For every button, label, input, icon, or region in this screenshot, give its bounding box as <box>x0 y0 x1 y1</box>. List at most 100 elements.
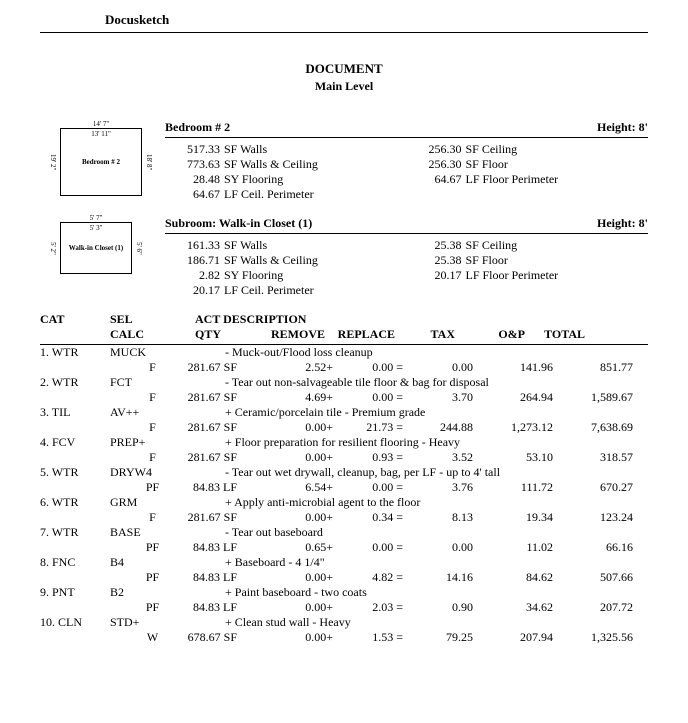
item-calc: W <box>140 630 165 645</box>
room-sketch: 5' 7"5' 3"5' 2"5' 6"Walk-in Closet (1) <box>60 222 132 274</box>
item-desc: + Apply anti-microbial agent to the floo… <box>195 495 648 510</box>
item-qty: 281.67 SF <box>165 450 243 465</box>
item-op: 53.10 <box>473 450 553 465</box>
measure-label: LF Floor Perimeter <box>466 268 559 283</box>
item-replace: 4.82 = <box>333 570 403 585</box>
room-name: Bedroom # 2 <box>165 120 230 135</box>
item-qty: 281.67 SF <box>165 510 243 525</box>
item-calc: PF <box>140 570 165 585</box>
item-replace: 0.34 = <box>333 510 403 525</box>
line-item-desc-row: 2. WTRFCT- Tear out non-salvageable tile… <box>40 375 648 390</box>
room-sketch: 14' 7"13' 11"19' 2"18' 8"Bedroom # 2 <box>60 128 142 196</box>
item-remove: 2.52+ <box>243 360 333 375</box>
item-cat: 4. FCV <box>40 435 110 450</box>
item-tax: 14.16 <box>403 570 473 585</box>
sketch-label: Bedroom # 2 <box>82 158 120 166</box>
measure-label: SF Ceiling <box>466 238 518 253</box>
item-op: 84.62 <box>473 570 553 585</box>
item-sel: DRYW4 <box>110 465 195 480</box>
measure-label: LF Ceil. Perimeter <box>224 283 314 298</box>
item-qty: 281.67 SF <box>165 390 243 405</box>
item-tax: 8.13 <box>403 510 473 525</box>
measure-value: 64.67 <box>165 187 224 202</box>
item-remove: 0.00+ <box>243 450 333 465</box>
measure-value: 64.67 <box>407 172 466 187</box>
measure-value: 161.33 <box>165 238 224 253</box>
measure-row: 186.71SF Walls & Ceiling <box>165 253 407 268</box>
measure-label: SF Ceiling <box>466 142 518 157</box>
measure-row: 28.48SY Flooring <box>165 172 407 187</box>
dim-top: 5' 7" <box>61 214 131 222</box>
item-remove: 4.69+ <box>243 390 333 405</box>
item-tax: 0.00 <box>403 360 473 375</box>
item-total: 7,638.69 <box>553 420 633 435</box>
room-block: 14' 7"13' 11"19' 2"18' 8"Bedroom # 2Bedr… <box>40 120 648 202</box>
item-remove: 0.65+ <box>243 540 333 555</box>
line-item-value-row: F281.67 SF0.00+0.34 =8.1319.34123.24 <box>40 510 648 525</box>
hdr-qty: QTY <box>195 327 255 342</box>
measure-value: 517.33 <box>165 142 224 157</box>
item-qty: 281.67 SF <box>165 420 243 435</box>
line-item-desc-row: 6. WTRGRM+ Apply anti-microbial agent to… <box>40 495 648 510</box>
item-cat: 7. WTR <box>40 525 110 540</box>
item-desc: - Tear out wet drywall, cleanup, bag, pe… <box>195 465 648 480</box>
dim-left: 5' 2" <box>49 223 57 273</box>
line-item-value-row: F281.67 SF2.52+0.00 =0.00141.96851.77 <box>40 360 648 375</box>
measure-label: SF Walls <box>224 238 267 253</box>
measure-label: SF Floor <box>466 253 508 268</box>
item-total: 670.27 <box>553 480 633 495</box>
item-tax: 79.25 <box>403 630 473 645</box>
line-item-value-row: F281.67 SF4.69+0.00 =3.70264.941,589.67 <box>40 390 648 405</box>
item-desc: - Tear out baseboard <box>195 525 648 540</box>
item-desc: + Ceramic/porcelain tile - Premium grade <box>195 405 648 420</box>
line-item-desc-row: 4. FCVPREP++ Floor preparation for resil… <box>40 435 648 450</box>
measure-row: 20.17LF Floor Perimeter <box>407 268 649 283</box>
item-calc: F <box>140 420 165 435</box>
measure-value: 773.63 <box>165 157 224 172</box>
measure-row: 256.30SF Floor <box>407 157 649 172</box>
item-replace: 0.00 = <box>333 480 403 495</box>
item-remove: 0.00+ <box>243 570 333 585</box>
item-total: 1,325.56 <box>553 630 633 645</box>
item-sel: GRM <box>110 495 195 510</box>
item-cat: 5. WTR <box>40 465 110 480</box>
room-name: Subroom: Walk-in Closet (1) <box>165 216 312 231</box>
measure-row: 2.82SY Flooring <box>165 268 407 283</box>
room-block: 5' 7"5' 3"5' 2"5' 6"Walk-in Closet (1) Su… <box>40 216 648 298</box>
item-calc: F <box>140 360 165 375</box>
measure-value: 28.48 <box>165 172 224 187</box>
item-tax: 3.52 <box>403 450 473 465</box>
item-qty: 84.83 LF <box>165 570 243 585</box>
item-calc: F <box>140 390 165 405</box>
company-name: Docusketch <box>40 10 648 33</box>
item-sel: BASE <box>110 525 195 540</box>
line-item-desc-row: 10. CLNSTD++ Clean stud wall - Heavy <box>40 615 648 630</box>
item-replace: 1.53 = <box>333 630 403 645</box>
hdr-replace: REPLACE <box>325 327 395 342</box>
hdr-remove: REMOVE <box>255 327 325 342</box>
measure-value: 256.30 <box>407 157 466 172</box>
measure-value: 20.17 <box>407 268 466 283</box>
item-calc: PF <box>140 600 165 615</box>
measure-label: LF Floor Perimeter <box>466 172 559 187</box>
line-item-value-row: F281.67 SF0.00+0.93 =3.5253.10318.57 <box>40 450 648 465</box>
item-total: 507.66 <box>553 570 633 585</box>
measure-row: 25.38SF Ceiling <box>407 238 649 253</box>
measure-row: 256.30SF Ceiling <box>407 142 649 157</box>
measure-value: 256.30 <box>407 142 466 157</box>
item-tax: 3.70 <box>403 390 473 405</box>
measure-label: SF Floor <box>466 157 508 172</box>
item-calc: PF <box>140 480 165 495</box>
item-desc: + Floor preparation for resilient floori… <box>195 435 648 450</box>
hdr-tax: TAX <box>395 327 455 342</box>
measure-label: SY Flooring <box>224 172 283 187</box>
item-total: 207.72 <box>553 600 633 615</box>
item-desc: + Paint baseboard - two coats <box>195 585 648 600</box>
measure-label: SF Walls & Ceiling <box>224 253 318 268</box>
item-tax: 0.90 <box>403 600 473 615</box>
item-op: 264.94 <box>473 390 553 405</box>
item-sel: PREP+ <box>110 435 195 450</box>
item-cat: 2. WTR <box>40 375 110 390</box>
item-total: 318.57 <box>553 450 633 465</box>
hdr-op: O&P <box>455 327 525 342</box>
